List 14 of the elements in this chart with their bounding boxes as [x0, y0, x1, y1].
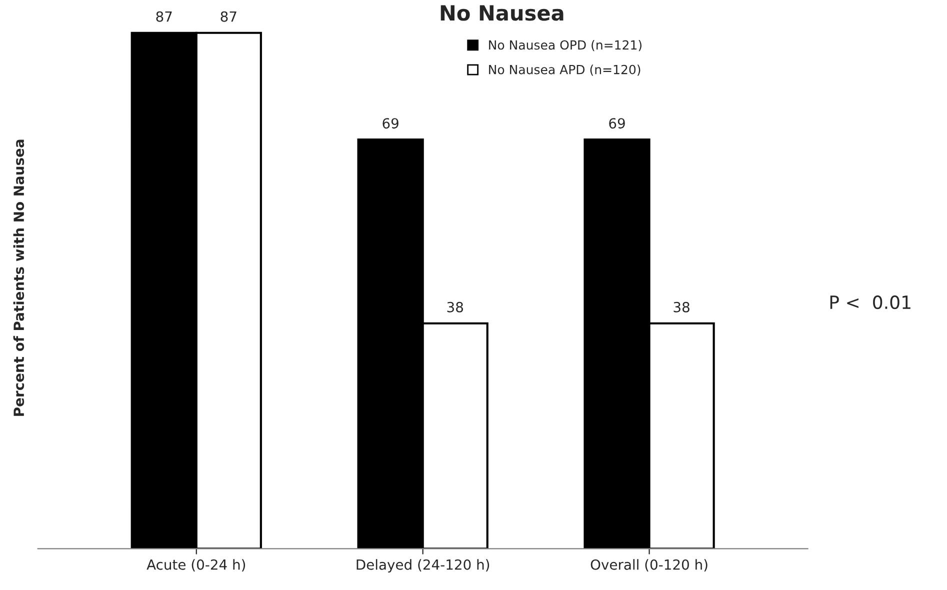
x-tick-label: Acute (0-24 h) [146, 559, 246, 572]
text: P < 0.01 [830, 295, 910, 310]
data-label: 87 [156, 11, 172, 22]
x-tick-label: Delayed (24-120 h) [356, 559, 490, 573]
data-label: 38 [674, 302, 690, 312]
data-label: 38 [447, 302, 463, 312]
data-label: 69 [382, 118, 398, 129]
legend-label: No Nausea APD (n=120) [489, 64, 640, 76]
data-label: 87 [220, 11, 236, 22]
x-tick-label: Overall (0-120 h) [590, 559, 708, 572]
legend-label: No Nausea OPD (n=121) [489, 40, 642, 52]
y-axis-title: Percent of Patients with No Nausea [13, 140, 24, 416]
data-label: 69 [609, 118, 625, 129]
chart-title: No Nausea [440, 5, 564, 21]
